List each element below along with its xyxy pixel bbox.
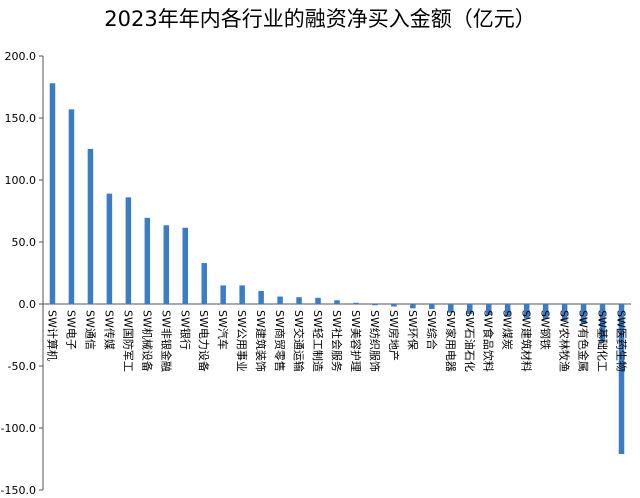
bar-SW传媒	[106, 193, 113, 304]
category-label: SW纺织服饰	[368, 310, 382, 372]
category-label: SW国防军工	[121, 310, 135, 372]
bar-SW汽车	[220, 285, 226, 304]
bar-SW国防军工	[125, 197, 132, 304]
category-label: SW有色金属	[577, 310, 591, 372]
category-label: SW煤炭	[501, 310, 514, 350]
category-label: SW农林牧渔	[558, 310, 572, 372]
y-tick-label: 0.0	[19, 298, 37, 311]
bar-SW商贸零售	[277, 296, 283, 304]
bar-SW建筑材料	[523, 304, 530, 319]
category-label: SW建筑装饰	[254, 310, 268, 372]
bar-SW建筑装饰	[258, 290, 264, 304]
bar-SW煤炭	[504, 304, 511, 318]
category-label: SW基础化工	[596, 310, 610, 372]
category-label: SW食品饮料	[482, 310, 496, 372]
bar-SW社会服务	[334, 300, 340, 304]
bar-SW银行	[182, 227, 189, 304]
category-label: SW综合	[425, 310, 439, 350]
axes	[42, 56, 631, 490]
y-tick-label: 150.0	[5, 112, 37, 125]
category-label: SW石油石化	[463, 310, 477, 372]
bar-SW基础化工	[599, 304, 606, 343]
category-label: SW通信	[83, 310, 96, 350]
category-labels: SW计算机 SW电子 SW通信 SW传媒 SW国防军工 SW机械设备 SW非银金融 SW银行 S…	[45, 310, 628, 372]
category-label: SW医药生物	[615, 310, 629, 372]
bar-SW计算机	[49, 83, 56, 304]
bar-SW公用事业	[239, 285, 245, 304]
bar-SW非银金融	[163, 225, 170, 304]
category-label: SW计算机	[45, 310, 59, 361]
bar-SW钢铁	[542, 304, 549, 319]
bar-SW交通运输	[296, 297, 302, 304]
bar-SW电力设备	[201, 263, 207, 304]
y-axis-ticks: 200.0 150.0 100.0 50.0 0.0 -50.0 -100.0 -150.0	[1, 50, 43, 497]
bar-SW通信	[87, 149, 94, 304]
bar-SW医药生物	[618, 304, 625, 455]
y-tick-label: 200.0	[5, 50, 37, 63]
y-tick-label: -150.0	[1, 484, 36, 497]
category-label: SW传媒	[102, 310, 115, 350]
y-tick-label: -50.0	[8, 360, 36, 373]
bar-SW机械设备	[144, 217, 151, 304]
y-tick-label: -100.0	[1, 422, 36, 435]
category-label: SW电子	[64, 310, 77, 350]
y-tick-label: 100.0	[5, 174, 37, 187]
bar-SW食品饮料	[485, 304, 492, 316]
category-label: SW汽车	[216, 310, 230, 350]
category-label: SW房地产	[387, 310, 401, 361]
bar-SW纺织服饰	[372, 304, 378, 306]
category-label: SW家用电器	[444, 310, 458, 372]
bar-SW综合	[429, 304, 435, 309]
category-label: SW商贸零售	[273, 310, 287, 372]
category-label: SW环保	[406, 310, 420, 350]
bar-SW有色金属	[580, 304, 587, 324]
bar-SW美容护理	[353, 302, 359, 304]
category-label: SW机械设备	[140, 310, 154, 372]
bar-SW石油石化	[467, 304, 473, 314]
bar-SW房地产	[391, 304, 397, 307]
category-label: SW交通运输	[292, 310, 306, 372]
bar-SW轻工制造	[315, 297, 321, 304]
bar-SW家用电器	[448, 304, 454, 313]
bar-SW农林牧渔	[561, 304, 568, 321]
bar-SW环保	[410, 304, 416, 309]
category-label: SW银行	[178, 310, 192, 350]
category-label: SW电力设备	[197, 310, 211, 372]
category-label: SW社会服务	[330, 310, 344, 372]
category-label: SW钢铁	[539, 310, 552, 350]
category-label: SW建筑材料	[520, 310, 534, 372]
bars	[49, 83, 625, 455]
y-tick-label: 50.0	[12, 236, 37, 249]
category-label: SW非银金融	[159, 310, 173, 372]
category-label: SW美容护理	[349, 310, 363, 372]
chart-title: 2023年年内各行业的融资净买入金额（亿元）	[104, 7, 536, 31]
category-label: SW公用事业	[235, 310, 248, 372]
category-label: SW轻工制造	[311, 310, 325, 372]
bar-SW电子	[68, 109, 75, 304]
